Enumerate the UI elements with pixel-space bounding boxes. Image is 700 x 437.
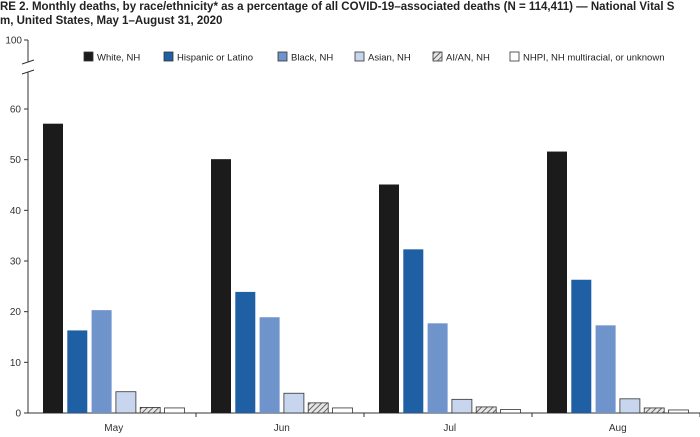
y-tick-label: 20 (10, 307, 22, 318)
legend-swatch-asian-nh (354, 51, 365, 62)
bar-white-nh-aug (547, 151, 567, 413)
chart-title-line-1: RE 2. Monthly deaths, by race/ethnicity*… (0, 1, 675, 13)
bar-ai-an-nh-aug (643, 407, 665, 414)
bar-nhpi-nh-multiracial-or-unknown-aug (668, 409, 689, 414)
bar-black-nh-jun (259, 317, 280, 413)
bar-hispanic-or-latino-aug (571, 279, 592, 413)
bar-hispanic-or-latino-may (67, 330, 88, 413)
bar-ai-an-nh-may (139, 407, 161, 414)
bar-black-nh-jul (427, 323, 448, 413)
y-tick-label: 100 (5, 36, 22, 47)
y-tick-label: 40 (10, 206, 22, 217)
y-tick-label: 60 (10, 105, 22, 116)
bar-nhpi-nh-multiracial-or-unknown-jul (500, 409, 521, 414)
x-tick-label-jul: Jul (443, 423, 456, 434)
bar-white-nh-jun (211, 159, 231, 413)
legend-label-hispanic-or-latino: Hispanic or Latino (177, 53, 253, 64)
chart-title: RE 2. Monthly deaths, by race/ethnicity*… (0, 0, 700, 28)
bars (43, 123, 689, 414)
axis-break-mark (21, 59, 35, 65)
legend-swatch-hispanic-or-latino (163, 51, 174, 62)
bar-asian-nh-aug (619, 398, 641, 414)
bar-ai-an-nh-jun (307, 402, 329, 414)
bar-hispanic-or-latino-jul (403, 249, 424, 413)
bar-asian-nh-jul (451, 398, 473, 414)
bar-ai-an-nh-jul (475, 406, 497, 414)
legend-swatch-black-nh (277, 51, 288, 62)
x-tick-label-jun: Jun (274, 423, 290, 434)
chart-title-line-2: m, United States, May 1–August 31, 2020 (0, 15, 223, 27)
y-tick-label: 10 (10, 358, 22, 369)
bar-asian-nh-jun (283, 392, 305, 414)
bar-hispanic-or-latino-jun (235, 291, 256, 413)
y-tick-label: 30 (10, 257, 22, 268)
legend-label-black-nh: Black, NH (291, 53, 333, 64)
legend-label-ai-an-nh: AI/AN, NH (446, 53, 490, 64)
bar-white-nh-jul (379, 184, 399, 413)
legend-label-white-nh: White, NH (97, 53, 140, 64)
bar-nhpi-nh-multiracial-or-unknown-may (164, 407, 185, 414)
bar-asian-nh-may (115, 391, 137, 414)
legend-swatch-white-nh (83, 51, 94, 62)
x-tick-label-may: May (104, 423, 123, 434)
legend: White, NH Hispanic or Latino Black, NH Asia… (83, 51, 665, 64)
bar-nhpi-nh-multiracial-or-unknown-jun (332, 407, 353, 414)
y-tick-label: 0 (15, 409, 21, 420)
legend-label-nhpi-nh-multiracial-or-unknown: NHPI, NH multiracial, or unknown (523, 53, 665, 64)
y-tick-label: 50 (10, 155, 22, 166)
legend-swatch-ai-an-nh (432, 51, 443, 62)
legend-label-asian-nh: Asian, NH (368, 53, 411, 64)
bar-black-nh-aug (595, 325, 616, 413)
x-tick-label-aug: Aug (609, 423, 627, 434)
axis-break-mark (21, 69, 35, 75)
legend-swatch-nhpi-nh-multiracial-or-unknown (509, 51, 520, 62)
bar-black-nh-may (91, 310, 112, 413)
bar-white-nh-may (43, 123, 63, 414)
